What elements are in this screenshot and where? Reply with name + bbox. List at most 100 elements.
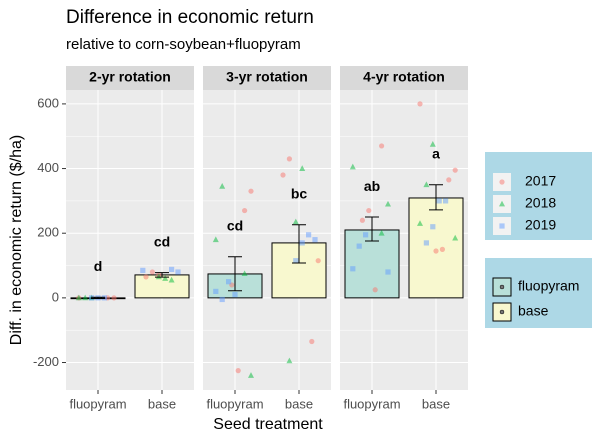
panel-background	[66, 90, 194, 390]
jitter-point	[75, 294, 82, 301]
jitter-point	[286, 357, 293, 364]
jitter-point	[443, 198, 449, 204]
jitter-point	[417, 101, 423, 107]
jitter-point	[430, 224, 436, 230]
jitter-point	[280, 172, 286, 178]
y-tick-label: 400	[37, 160, 59, 175]
jitter-point	[111, 295, 117, 301]
facet-label: 3-yr rotation	[226, 69, 308, 85]
jitter-point	[315, 258, 321, 264]
significance-letter: ab	[364, 178, 380, 194]
jitter-point	[248, 188, 254, 194]
legend-symbol	[499, 223, 505, 229]
jitter-point	[379, 143, 385, 149]
jitter-point	[452, 167, 458, 173]
jitter-point	[452, 234, 459, 241]
x-tick-label: fluopyram	[206, 396, 263, 411]
jitter-point	[306, 232, 312, 238]
facet-label: 4-yr rotation	[363, 69, 445, 85]
y-tick-label: 600	[37, 95, 59, 110]
jitter-point	[232, 292, 238, 298]
error-bar	[292, 224, 306, 264]
jitter-point	[378, 229, 385, 236]
jitter-point	[423, 240, 429, 246]
jitter-point	[446, 177, 452, 183]
error-bar	[91, 296, 105, 300]
facet-label: 2-yr rotation	[89, 69, 171, 85]
jitter-point	[417, 220, 423, 226]
error-bar	[228, 256, 242, 292]
jitter-point	[169, 266, 175, 273]
jitter-point	[423, 181, 430, 188]
chart-title: Difference in economic return	[66, 7, 314, 28]
panel-strip	[340, 66, 468, 90]
jitter-point	[241, 270, 248, 277]
jitter-point	[299, 240, 305, 246]
x-tick-label: fluopyram	[343, 396, 400, 411]
jitter-point	[363, 232, 369, 238]
significance-letter: a	[432, 145, 440, 161]
jitter-point	[286, 156, 292, 162]
error-bar	[429, 184, 443, 211]
x-tick-label: base	[148, 396, 176, 411]
x-tick-label: fluopyram	[69, 396, 126, 411]
panel-background	[203, 90, 331, 390]
legend-label: fluopyram	[518, 278, 579, 294]
panel-strip	[203, 66, 331, 90]
jitter-point	[312, 237, 318, 243]
jitter-point	[433, 248, 439, 254]
legend-dot	[499, 284, 505, 290]
jitter-point	[140, 267, 146, 273]
jitter-point	[385, 200, 391, 207]
jitter-point	[212, 236, 219, 243]
jitter-point	[242, 207, 248, 214]
jitter-point	[82, 294, 89, 301]
significance-letter: cd	[227, 218, 243, 234]
x-tick-label: base	[422, 396, 450, 411]
bar	[134, 274, 190, 299]
jitter-point	[162, 275, 169, 281]
jitter-point	[155, 273, 162, 280]
jitter-point	[219, 183, 226, 189]
jitter-point	[292, 218, 299, 225]
jitter-point	[143, 274, 149, 280]
legend-label: base	[518, 303, 549, 319]
jitter-point	[429, 141, 436, 147]
bar	[408, 197, 464, 299]
jitter-point	[350, 266, 356, 272]
jitter-point	[168, 276, 175, 283]
jitter-point	[366, 207, 372, 214]
jitter-point	[101, 295, 107, 301]
jitter-point	[309, 338, 315, 345]
jitter-point	[235, 368, 241, 374]
jitter-point	[175, 269, 181, 275]
significance-letter: d	[94, 258, 103, 274]
legend-dot	[499, 309, 505, 315]
jitter-point	[89, 295, 95, 301]
error-bar	[365, 216, 379, 242]
jitter-point	[293, 258, 299, 264]
jitter-point	[356, 243, 362, 249]
jitter-point	[299, 165, 306, 171]
jitter-point	[149, 269, 155, 275]
jitter-point	[349, 163, 356, 170]
jitter-point	[213, 288, 219, 295]
jitter-point	[219, 296, 225, 303]
jitter-point	[226, 279, 232, 285]
y-tick-label: -200	[33, 354, 59, 369]
error-bar	[155, 272, 169, 278]
legend-symbol	[499, 179, 505, 185]
significance-letter: cd	[154, 233, 170, 249]
legend-label: 2019	[525, 217, 556, 233]
legend-symbol	[499, 200, 505, 207]
jitter-point	[436, 198, 442, 204]
jitter-point	[385, 269, 391, 275]
y-tick-label: 0	[52, 289, 59, 304]
panel-strip	[66, 66, 194, 90]
chart-subtitle: relative to corn-soybean+fluopyram	[66, 36, 301, 53]
y-tick-label: 200	[37, 225, 59, 240]
jitter-point	[248, 372, 254, 378]
legend-label: 2017	[525, 173, 556, 189]
y-axis-label: Diff. in economic return ($/ha)	[8, 135, 25, 345]
